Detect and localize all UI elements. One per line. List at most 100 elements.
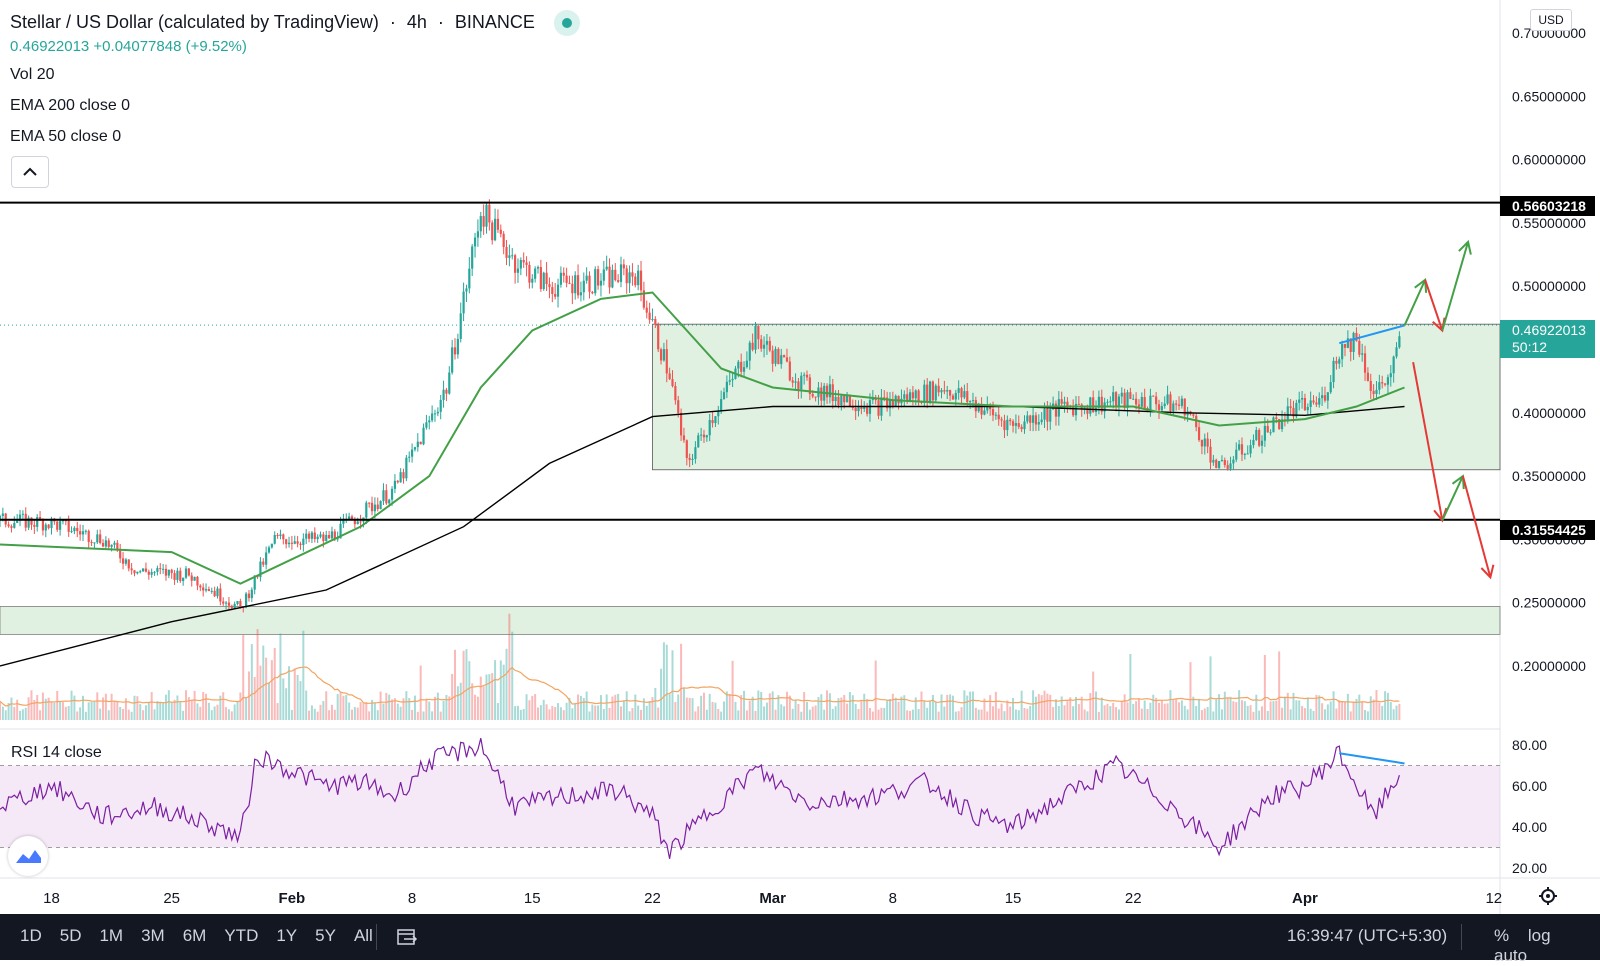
symbol-legend[interactable]: Stellar / US Dollar (calculated by Tradi… [10, 10, 586, 36]
range-button-3m[interactable]: 3M [141, 926, 165, 945]
volume-bar [608, 707, 611, 720]
volume-bar [110, 693, 113, 720]
volume-bar [660, 668, 663, 720]
volume-bar [485, 674, 488, 720]
volume-bar [1384, 691, 1387, 720]
rsi-legend[interactable]: RSI 14 close [11, 744, 102, 761]
candle-body [948, 390, 952, 396]
range-button-1y[interactable]: 1Y [276, 926, 298, 945]
projection-arrow-red[interactable] [1412, 361, 1444, 521]
volume-bar [1040, 695, 1043, 720]
candle-body [605, 266, 608, 270]
candle-body [536, 267, 540, 269]
range-button-1d[interactable]: 1D [20, 926, 42, 945]
range-button-1m[interactable]: 1M [99, 926, 124, 945]
candle-body [1235, 449, 1238, 460]
volume-bar [1223, 691, 1226, 720]
volume-bar [1215, 699, 1218, 720]
rsi-line[interactable] [0, 738, 1400, 859]
candle-body [906, 394, 909, 402]
volume-bar [731, 660, 734, 720]
candle-body [136, 571, 139, 574]
volume-bar [1192, 696, 1195, 720]
volume-bar [245, 697, 248, 720]
projection-arrow-red[interactable] [1424, 279, 1444, 331]
volume-bar [236, 701, 239, 720]
volume-bar [273, 647, 276, 720]
volume-bar [1072, 706, 1075, 720]
toolbar-divider [376, 924, 377, 950]
projection-arrow-green[interactable] [1441, 241, 1470, 331]
candle-body [803, 374, 806, 376]
percent-scale-button[interactable]: % [1494, 926, 1510, 945]
volume-bar [542, 699, 545, 720]
volume-bar [714, 702, 717, 720]
vol-legend[interactable]: Vol 20 [10, 66, 55, 83]
volume-bar [322, 701, 325, 720]
volume-bar [828, 693, 831, 720]
candle-body [84, 530, 87, 532]
demand-zone[interactable] [0, 606, 1501, 635]
volume-bar [806, 701, 809, 720]
calendar-goto-icon[interactable] [396, 926, 418, 948]
volume-bar [133, 695, 136, 720]
candle-body [1243, 453, 1246, 455]
candle-body [1226, 465, 1229, 469]
candle-body [1300, 397, 1304, 400]
volume-bar [247, 671, 250, 720]
range-button-all[interactable]: All [353, 926, 373, 945]
candle-body [785, 357, 789, 362]
volume-bar [665, 644, 668, 720]
current-price-label: 0.46922013 50:12 [1500, 320, 1595, 358]
projection-arrow-red[interactable] [1461, 475, 1492, 578]
candle-body [1206, 438, 1209, 447]
volume-bar [308, 710, 311, 720]
candle-body [193, 576, 196, 581]
candle-body [408, 456, 411, 458]
volume-bar [491, 673, 494, 720]
price-tick-label: 0.50000000 [1512, 278, 1586, 294]
volume-bar [316, 711, 319, 720]
candle-body [1172, 403, 1175, 411]
volume-bar [963, 690, 966, 720]
volume-bar [854, 703, 857, 720]
candle-body [834, 396, 837, 402]
volume-bar [36, 694, 39, 720]
settings-gear-icon[interactable] [1538, 886, 1558, 906]
candle-body [745, 360, 749, 368]
log-scale-button[interactable]: log [1527, 926, 1551, 945]
price-chart[interactable]: 0.700000000.650000000.600000000.55000000… [0, 0, 1600, 914]
candle-body [519, 259, 522, 269]
candle-body [908, 392, 912, 402]
range-button-5d[interactable]: 5D [59, 926, 82, 945]
collapse-legend-button[interactable] [11, 156, 49, 188]
range-button-5y[interactable]: 5Y [315, 926, 336, 945]
ema50-legend[interactable]: EMA 50 close 0 [10, 128, 122, 145]
volume-bar [1332, 691, 1335, 720]
ema200-legend[interactable]: EMA 200 close 0 [10, 97, 131, 114]
candle-body [119, 549, 122, 559]
volume-bar [468, 661, 471, 720]
market-status-icon[interactable] [553, 10, 580, 36]
auto-scale-button[interactable]: auto [1494, 946, 1528, 965]
volume-bar [1298, 700, 1301, 720]
volume-bar [50, 702, 53, 720]
ema50-line[interactable] [0, 291, 1405, 585]
price-divergence-line[interactable] [1339, 324, 1405, 345]
volume-bar [697, 706, 700, 720]
tradingview-logo[interactable] [8, 836, 48, 876]
projection-arrow-green[interactable] [1441, 475, 1464, 521]
volume-bar [785, 691, 788, 720]
candle-body [837, 396, 840, 406]
candle-body [488, 204, 491, 223]
clock-timezone[interactable]: 16:39:47 (UTC+5:30) [1287, 926, 1448, 945]
rsi-divergence-line[interactable] [1339, 752, 1405, 765]
volume-bar [760, 692, 763, 720]
candle-body [1355, 332, 1358, 341]
currency-badge[interactable]: USD [1530, 9, 1572, 31]
range-button-6m[interactable]: 6M [182, 926, 207, 945]
range-button-ytd[interactable]: YTD [224, 926, 259, 945]
projection-arrow-green[interactable] [1403, 279, 1427, 326]
candle-body [491, 222, 494, 241]
ema200-line[interactable] [0, 405, 1405, 667]
